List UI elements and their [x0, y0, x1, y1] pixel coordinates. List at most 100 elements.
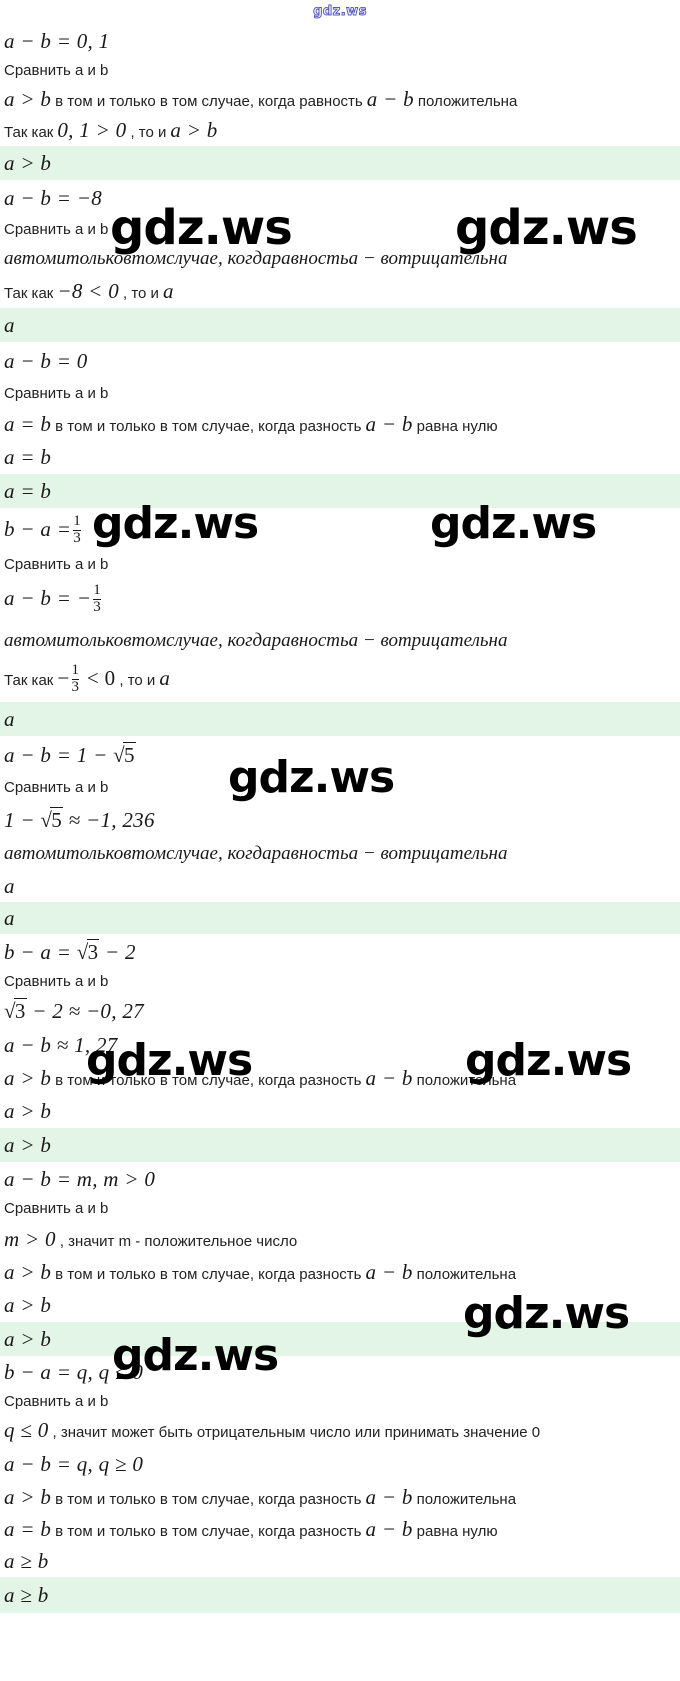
- note-expression: m > 0: [4, 1226, 56, 1251]
- garbled-rule-row: автомитольковтомслучае, когдаравностьа −…: [0, 244, 680, 274]
- prompt-row: Сравнить a и b: [0, 970, 680, 994]
- since-connector: , то и: [123, 284, 159, 302]
- approximation-equation: √3 − 2 ≈ −0, 27: [4, 997, 144, 1023]
- premise-equation: a − b = −8: [4, 185, 103, 210]
- conclusion-value: a = b: [4, 444, 52, 469]
- prompt-row: Сравнить a и b: [0, 554, 680, 576]
- since-expression: 0, 1 > 0: [57, 117, 127, 142]
- square-root-icon: √5: [113, 741, 136, 767]
- garbled-rule-text: автомитольковтомслучае, когдаравностьа −…: [4, 248, 508, 269]
- note-text: , значит m - положительное число: [59, 1232, 298, 1250]
- conclusion-value: a: [4, 873, 15, 898]
- answer-band: a: [0, 902, 680, 934]
- derived-equation: a − b = −1 3: [4, 581, 103, 617]
- since-label: Так как: [4, 284, 54, 302]
- note-text: , значит может быть отрицательным число …: [52, 1424, 541, 1441]
- rule-lhs: a > b: [4, 1484, 52, 1509]
- rule-tail-text: положительна: [416, 1071, 517, 1089]
- premise-equation: a − b = 0: [4, 348, 88, 373]
- conclusion-value: a ≥ b: [4, 1548, 49, 1573]
- solutions-list: a − b = 0, 1 Сравнить a и b a > b в том …: [0, 24, 680, 1613]
- approximation-row: √3 − 2 ≈ −0, 27: [0, 994, 680, 1028]
- garbled-rule-row: автомитольковтомслучае, когдаравностьа −…: [0, 838, 680, 870]
- rule-row-secondary: a = b в том и только в том случае, когда…: [0, 1513, 680, 1545]
- since-result: a: [159, 665, 171, 690]
- fraction-numerator: 1: [93, 581, 102, 598]
- answer-band: a = b: [0, 474, 680, 508]
- rule-expression: a − b: [366, 86, 414, 111]
- since-connector: , то и: [130, 123, 167, 141]
- conclusion-value: a > b: [4, 1293, 52, 1318]
- rule-tail-text: положительна: [417, 92, 518, 110]
- since-row: Так как 0, 1 > 0 , то и a > b: [0, 114, 680, 146]
- garbled-rule-text: автомитольковтомслучае, когдаравностьа −…: [4, 630, 508, 651]
- compare-prompt: Сравнить a и b: [4, 385, 109, 402]
- radicand: 3: [13, 997, 27, 1023]
- rule-row: a > b в том и только в том случае, когда…: [0, 1256, 680, 1289]
- answer-band: a > b: [0, 1322, 680, 1356]
- rule-tail-text: равна нулю: [416, 1522, 498, 1540]
- rule-lhs: a > b: [4, 1065, 52, 1090]
- answer-band: a > b: [0, 1128, 680, 1162]
- rule-lhs: a = b: [4, 411, 52, 436]
- prompt-row: Сравнить a и b: [0, 216, 680, 244]
- since-label: Так как: [4, 671, 54, 689]
- rule-expression: a − b: [365, 1484, 413, 1509]
- premise-equation: b − a = 1 3: [4, 512, 83, 548]
- fraction-denominator: 3: [73, 529, 82, 546]
- answer-value: a: [4, 905, 15, 930]
- note-row: m > 0 , значит m - положительное число: [0, 1222, 680, 1256]
- premise-row: b − a = √3 − 2: [0, 934, 680, 970]
- since-result: a: [162, 278, 174, 303]
- premise-equation: b − a = √3 − 2: [4, 938, 136, 964]
- since-expression: −1 3 < 0: [57, 661, 115, 697]
- rule-tail-text: равна нулю: [416, 417, 498, 435]
- answer-band: a: [0, 308, 680, 342]
- rule-expression: a − b: [365, 411, 413, 436]
- rule-row: a = b в том и только в том случае, когда…: [0, 408, 680, 440]
- compare-prompt: Сравнить a и b: [4, 1200, 109, 1217]
- premise-equation: b − a = q, q ≤ 0: [4, 1360, 144, 1385]
- conclusion-row: a ≥ b: [0, 1545, 680, 1577]
- square-root-icon: √3: [4, 997, 27, 1023]
- answer-band: a ≥ b: [0, 1577, 680, 1613]
- fraction-denominator: 3: [93, 598, 102, 615]
- derived-row: a − b = q, q ≥ 0: [0, 1447, 680, 1481]
- approx-rhs: − 2 ≈ −0, 27: [32, 998, 144, 1023]
- premise-row: a − b = −8: [0, 180, 680, 216]
- rule-row: a > b в том и только в том случае, когда…: [0, 1481, 680, 1513]
- answer-value: a > b: [4, 1132, 52, 1157]
- compare-prompt: Сравнить a и b: [4, 1392, 109, 1410]
- premise-lhs: a − b = 1 −: [4, 742, 108, 767]
- fraction-numerator: 1: [71, 661, 80, 678]
- premise-equation: a − b = 1 − √5: [4, 741, 136, 767]
- approximation-row: 1 − √5 ≈ −1, 236: [0, 802, 680, 838]
- approx-rhs: ≈ −1, 236: [68, 807, 155, 832]
- premise-lhs: b − a =: [4, 939, 72, 964]
- derived-equation: a − b = q, q ≥ 0: [4, 1451, 144, 1476]
- derived-equation: a − b ≈ 1, 27: [4, 1032, 118, 1057]
- garbled-rule-text: автомитольковтомслучае, когдаравностьа −…: [4, 843, 508, 864]
- since-row: Так как −8 < 0 , то и a: [0, 274, 680, 308]
- rule-middle-text: в том и только в том случае, когда разно…: [55, 1490, 362, 1508]
- compare-prompt: Сравнить a и b: [4, 973, 109, 990]
- premise-row: a − b = 1 − √5: [0, 736, 680, 774]
- premise-lhs: b − a =: [4, 516, 72, 541]
- premise-row: b − a = q, q ≤ 0: [0, 1356, 680, 1389]
- prompt-row: Сравнить a и b: [0, 380, 680, 408]
- note-expression: q ≤ 0: [4, 1418, 49, 1442]
- since-expression: −8 < 0: [57, 278, 120, 303]
- derived-row: a − b ≈ 1, 27: [0, 1028, 680, 1062]
- derived-lhs: a − b = −: [4, 585, 92, 610]
- rule-lhs: a > b: [4, 86, 52, 111]
- rule-expression: a − b: [365, 1065, 413, 1090]
- approximation-equation: 1 − √5 ≈ −1, 236: [4, 806, 155, 832]
- rule-row: a > b в том и только в том случае, когда…: [0, 1062, 680, 1094]
- rule-middle-text: в том и только в том случае, когда разно…: [55, 1522, 362, 1540]
- fraction-numerator: 1: [73, 512, 82, 529]
- prompt-row: Сравнить a и b: [0, 1389, 680, 1414]
- rule-tail-text: положительна: [416, 1266, 517, 1283]
- compare-prompt: Сравнить a и b: [4, 62, 109, 79]
